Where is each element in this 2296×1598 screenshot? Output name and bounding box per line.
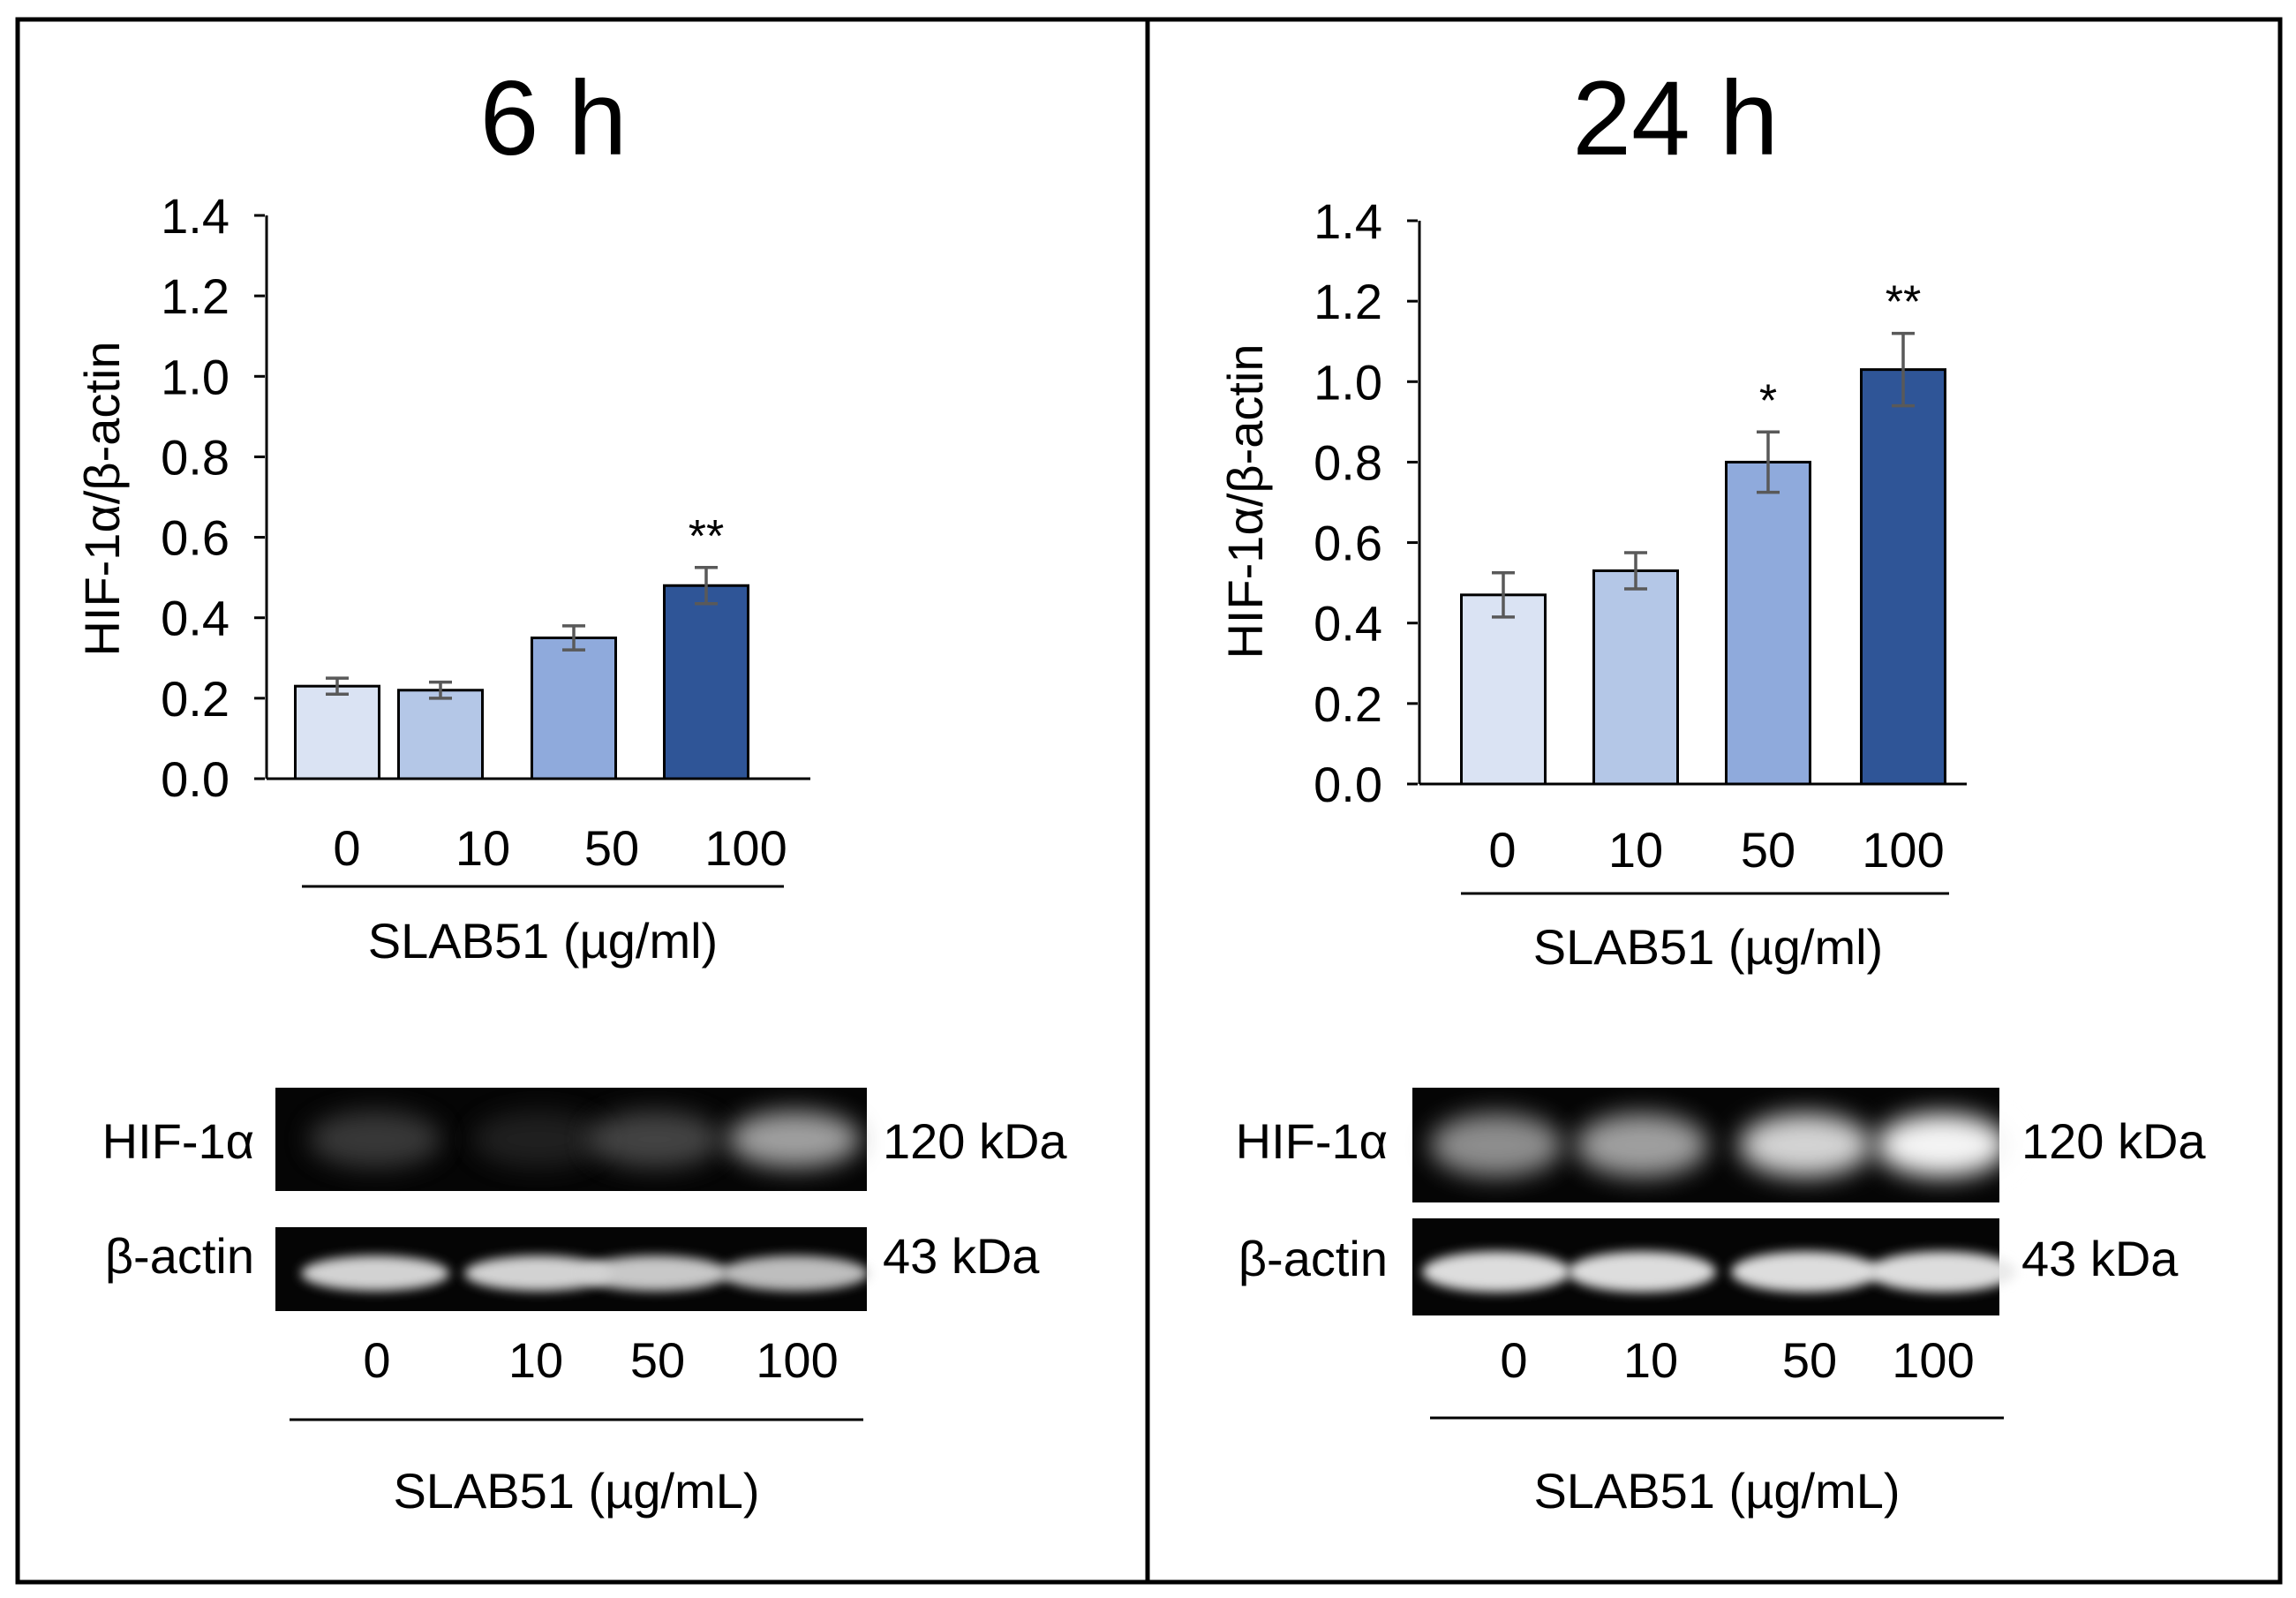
y-tick-label: 1.0 xyxy=(161,349,230,404)
blot-size-label: 120 kDa xyxy=(2021,1113,2206,1169)
blot-band xyxy=(1731,1251,1879,1293)
lane-label: 10 xyxy=(1623,1332,1678,1388)
blot-x-label: SLAB51 (µg/mL) xyxy=(393,1463,759,1519)
blot-band xyxy=(301,1255,449,1292)
panel-24h: 24 h HIF-1α/β-actin 0.0 0.2 0.4 0.6 0.8 1.0 1.… xyxy=(1217,59,2206,1519)
y-ticks: 0.0 0.2 0.4 0.6 0.8 1.0 1.2 1.4 xyxy=(161,188,265,807)
bar xyxy=(294,684,380,780)
y-tick-label: 0.0 xyxy=(161,751,230,807)
blot-band xyxy=(1876,1113,2008,1177)
bar-chart-6h: HIF-1α/β-actin 0.00.20.40.60.81.01.21.4 … xyxy=(74,188,810,969)
lane-label: 0 xyxy=(363,1332,390,1388)
y-tick-label: 1.0 xyxy=(1314,354,1382,410)
bar-chart-24h: HIF-1α/β-actin 0.00.20.40.60.81.01.21.4 … xyxy=(1217,193,1967,975)
blot-band xyxy=(720,1255,869,1292)
bar xyxy=(531,637,617,780)
blot-band xyxy=(728,1111,861,1168)
blot-protein-label: HIF-1α xyxy=(102,1113,254,1169)
bar xyxy=(1592,569,1679,786)
y-tick-label: 0.2 xyxy=(161,671,230,727)
blot-strips xyxy=(1412,1088,2016,1315)
x-tick-labels: 0 10 50 100 xyxy=(1488,822,1944,878)
y-tick-label: 0.4 xyxy=(1314,596,1382,652)
blot-band xyxy=(1430,1113,1562,1177)
y-tick-label: 1.4 xyxy=(1314,193,1382,249)
y-tick-label: 0.0 xyxy=(1314,757,1382,812)
lane-label: 50 xyxy=(1782,1332,1837,1388)
bar xyxy=(397,689,484,780)
lane-labels: 0 10 50 100 xyxy=(363,1332,838,1388)
y-tick-label: 0.2 xyxy=(1314,676,1382,732)
bar xyxy=(1860,368,1946,786)
x-tick-label: 10 xyxy=(1608,822,1663,878)
y-tick-label: 0.8 xyxy=(1314,434,1382,490)
x-axis-label: SLAB51 (µg/ml) xyxy=(1533,919,1883,975)
x-tick-labels: 0 10 50 100 xyxy=(333,820,787,876)
lane-label: 0 xyxy=(1500,1332,1527,1388)
blot-x-label: SLAB51 (µg/mL) xyxy=(1533,1463,1900,1519)
lane-label: 10 xyxy=(508,1332,563,1388)
bar xyxy=(663,584,749,780)
blot-strips xyxy=(275,1088,869,1311)
panel-24h-frame xyxy=(1145,17,2283,1585)
blot-protein-label: β-actin xyxy=(1238,1231,1388,1286)
x-tick-label: 50 xyxy=(1741,822,1795,878)
x-tick-label: 50 xyxy=(584,820,639,876)
x-tick-label: 0 xyxy=(1488,822,1516,878)
y-tick-label: 1.4 xyxy=(161,188,230,244)
x-tick-label: 100 xyxy=(1862,822,1944,878)
blot-size-label: 43 kDa xyxy=(883,1228,1040,1284)
blot-band xyxy=(589,1111,721,1168)
y-tick-label: 0.6 xyxy=(161,510,230,566)
blot-protein-label: HIF-1α xyxy=(1236,1113,1388,1169)
significance-marker: ** xyxy=(689,511,724,562)
x-tick-label: 10 xyxy=(455,820,510,876)
bar xyxy=(1460,593,1547,786)
lane-label: 100 xyxy=(1892,1332,1974,1388)
y-axis-label: HIF-1α/β-actin xyxy=(1217,343,1273,659)
panel-6h: 6 h HIF-1α/β-actin 0.0 0.2 0.4 0.6 0.8 1.0 1.2… xyxy=(74,59,1067,1519)
blot-protein-label: β-actin xyxy=(105,1228,254,1284)
panel-title: 6 h xyxy=(480,59,628,177)
panel-title: 24 h xyxy=(1572,59,1779,177)
blot-band xyxy=(1868,1251,2016,1293)
lane-label: 50 xyxy=(630,1332,685,1388)
blot-band xyxy=(309,1111,441,1168)
bar xyxy=(1725,460,1811,786)
western-blot-24h: HIF-1α β-actin 120 kDa 43 kDa 0 10 50 100 S… xyxy=(1236,1088,2206,1519)
y-tick-label: 0.8 xyxy=(161,429,230,485)
y-tick-label: 1.2 xyxy=(161,268,230,324)
x-tick-label: 0 xyxy=(333,820,360,876)
y-tick-label: 0.4 xyxy=(161,591,230,646)
y-tick-label: 1.2 xyxy=(1314,274,1382,329)
y-tick-label: 0.6 xyxy=(1314,516,1382,571)
blot-band xyxy=(581,1255,729,1292)
y-axis-label: HIF-1α/β-actin xyxy=(74,341,130,656)
blot-band xyxy=(1739,1113,1871,1177)
y-ticks: 0.0 0.2 0.4 0.6 0.8 1.0 1.2 1.4 xyxy=(1314,193,1418,812)
lane-labels: 0 10 50 100 xyxy=(1500,1332,1974,1388)
blot-band xyxy=(1422,1251,1570,1293)
significance-marker: * xyxy=(1759,375,1777,426)
blot-band xyxy=(1576,1113,1708,1177)
significance-marker: ** xyxy=(1886,277,1921,328)
x-axis-label: SLAB51 (µg/ml) xyxy=(368,913,718,969)
western-blot-6h: HIF-1α β-actin 120 kDa 43 kDa 0 10 50 100 S… xyxy=(102,1088,1067,1519)
x-tick-label: 100 xyxy=(704,820,787,876)
blot-band xyxy=(472,1111,605,1168)
bars: *** xyxy=(1460,277,1946,786)
blot-band xyxy=(1568,1251,1716,1293)
blot-size-label: 43 kDa xyxy=(2021,1231,2179,1286)
bars: ** xyxy=(294,511,749,780)
lane-label: 100 xyxy=(756,1332,838,1388)
blot-size-label: 120 kDa xyxy=(883,1113,1067,1169)
blot-band xyxy=(464,1255,613,1292)
